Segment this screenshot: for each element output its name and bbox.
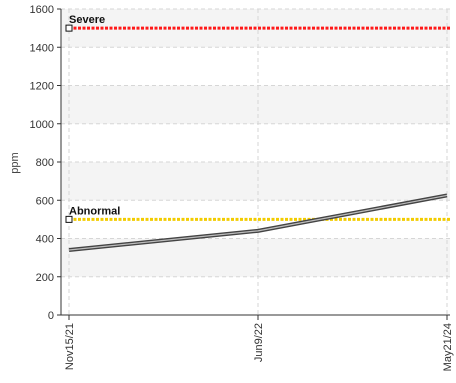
y-tick-label: 1400 <box>30 42 54 54</box>
tick-labels: 0 200 400 600 800 1000 1200 1400 1600 Nov15/21 Jun… <box>30 4 454 371</box>
x-tick-label: Nov15/21 <box>64 323 76 370</box>
y-tick-label: 400 <box>36 234 54 246</box>
x-tick-label: Jun9/22 <box>253 323 265 362</box>
y-tick-label: 1000 <box>30 119 54 131</box>
series-line-highlight <box>68 194 448 251</box>
reference-label: Severe <box>69 14 105 26</box>
series-group <box>68 193 448 252</box>
y-tick-label: 200 <box>36 272 54 284</box>
reference-label: Abnormal <box>69 205 120 217</box>
x-tick-label: May21/24 <box>442 323 454 371</box>
y-axis-title: ppm <box>9 152 21 173</box>
plot-band <box>61 85 450 124</box>
y-tick-label: 800 <box>36 157 54 169</box>
y-tick-label: 1200 <box>30 81 54 93</box>
reference-marker <box>65 215 73 223</box>
reference-lines: Severe Abnormal <box>65 14 450 223</box>
y-tick-label: 1600 <box>30 4 54 16</box>
axes <box>57 8 450 320</box>
grid-lines <box>61 8 450 315</box>
plot-bands <box>61 9 450 277</box>
plot-band <box>61 162 450 201</box>
y-tick-label: 0 <box>48 310 54 322</box>
y-tick-label: 600 <box>36 195 54 207</box>
reference-marker <box>65 24 73 32</box>
